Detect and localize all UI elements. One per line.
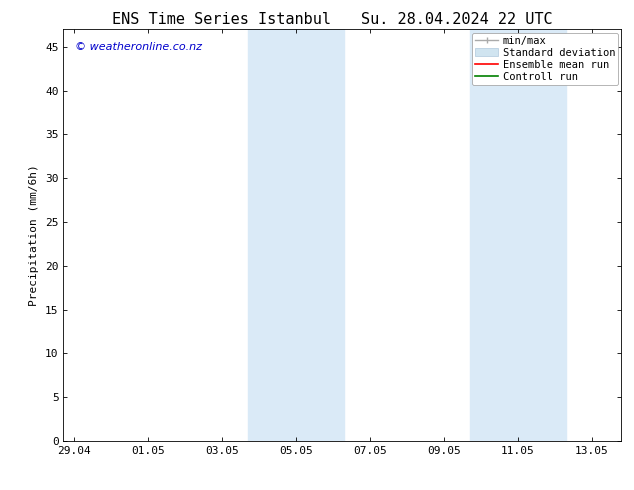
- Text: Su. 28.04.2024 22 UTC: Su. 28.04.2024 22 UTC: [361, 12, 552, 27]
- Bar: [470, 29, 492, 441]
- Bar: [492, 29, 544, 441]
- Legend: min/max, Standard deviation, Ensemble mean run, Controll run: min/max, Standard deviation, Ensemble me…: [472, 32, 618, 85]
- Bar: [544, 29, 566, 441]
- Bar: [322, 29, 344, 441]
- Text: ENS Time Series Istanbul: ENS Time Series Istanbul: [112, 12, 332, 27]
- Bar: [270, 29, 322, 441]
- Y-axis label: Precipitation (mm/6h): Precipitation (mm/6h): [30, 164, 39, 306]
- Text: © weatheronline.co.nz: © weatheronline.co.nz: [75, 42, 202, 52]
- Bar: [248, 29, 270, 441]
